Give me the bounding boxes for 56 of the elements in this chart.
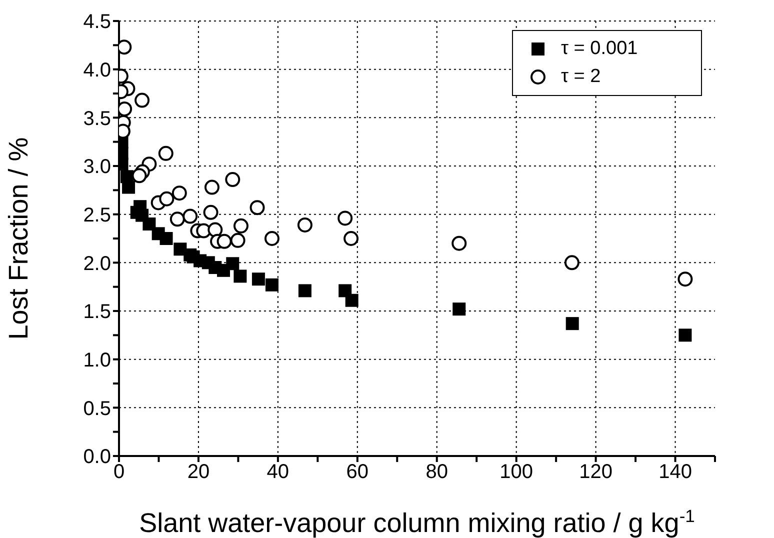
point: [182, 208, 198, 224]
legend-label: τ = 0.001: [561, 38, 638, 60]
point: [216, 234, 232, 249]
x-tick-label: 0: [113, 461, 125, 484]
point: [234, 270, 247, 283]
legend-label: τ = 2: [561, 66, 601, 88]
point: [226, 257, 240, 270]
point: [225, 172, 240, 188]
point: [678, 272, 693, 287]
point: [264, 231, 280, 246]
x-axis-title: Slant water-vapour column mixing ratio / g kg$^{-1}$: [139, 506, 695, 538]
y-tick-label: 0.0: [83, 446, 111, 468]
y-tick-label: 4.0: [83, 59, 111, 82]
point: [142, 218, 156, 230]
point: [344, 231, 359, 246]
x-tick-label: 140: [658, 461, 692, 484]
x-tick-label: 80: [426, 461, 448, 484]
point: [230, 232, 246, 248]
point: [252, 272, 265, 286]
y-tick-label: 3.5: [83, 108, 111, 130]
point: [170, 212, 185, 227]
point: [122, 180, 136, 194]
point: [678, 328, 692, 342]
point: [297, 217, 312, 232]
point: [204, 180, 220, 195]
point: [564, 255, 580, 270]
point: [250, 200, 265, 216]
x-tick-label: 120: [579, 461, 612, 484]
point: [338, 210, 353, 226]
point: [233, 218, 248, 234]
y-tick-label: 2.5: [83, 204, 111, 226]
point: [158, 146, 174, 161]
point: [159, 191, 174, 206]
y-tick-label: 3.0: [83, 156, 111, 178]
y-tick-label: 0.5: [83, 398, 111, 420]
y-tick-label: 1.5: [83, 301, 111, 324]
y-tick-label: 4.5: [83, 11, 111, 34]
x-tick-label: 20: [187, 461, 210, 484]
y-tick-label: 1.0: [83, 349, 111, 372]
point: [452, 302, 466, 316]
x-tick-label: 100: [500, 461, 534, 484]
point: [566, 317, 579, 330]
point: [452, 236, 467, 251]
y-tick-label: 2.0: [83, 252, 111, 275]
point: [203, 204, 218, 220]
x-tick-label: 40: [266, 461, 290, 484]
point: [132, 168, 147, 184]
x-tick-label: 60: [346, 461, 369, 484]
y-axis-title: Lost Fraction / %: [4, 137, 34, 340]
point: [160, 232, 173, 245]
point: [298, 284, 312, 298]
point: [208, 222, 223, 238]
point: [265, 278, 278, 292]
point: [134, 92, 150, 108]
point: [345, 294, 358, 307]
point: [172, 186, 187, 201]
